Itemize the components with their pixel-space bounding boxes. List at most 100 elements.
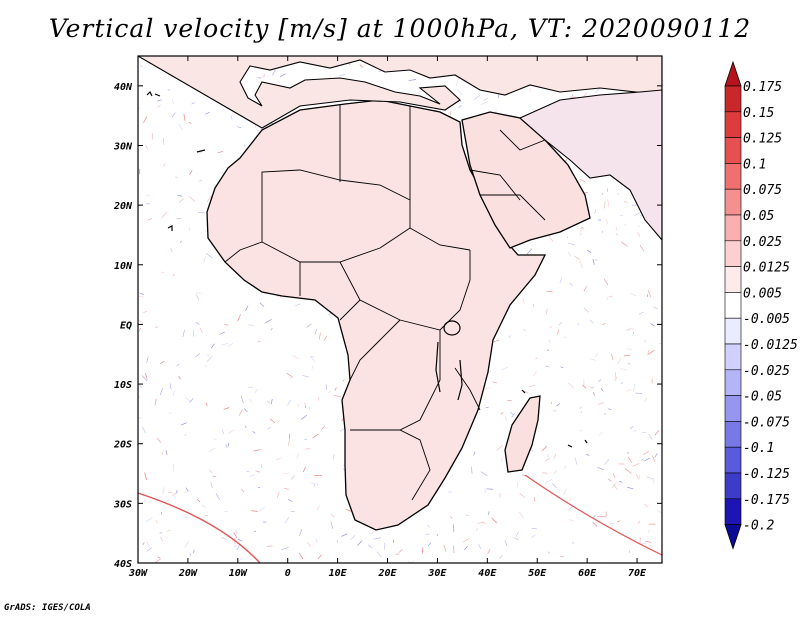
field-streak (172, 492, 177, 497)
colorbar-segment (724, 292, 742, 319)
field-streak (614, 376, 618, 382)
field-streak (545, 308, 548, 315)
field-streak (302, 375, 310, 378)
field-streak (313, 483, 316, 487)
field-streak (645, 540, 652, 543)
field-streak (559, 277, 563, 284)
field-streak (143, 116, 148, 124)
colorbar-segment (724, 111, 742, 138)
field-streak (552, 409, 557, 412)
field-streak (603, 200, 606, 209)
lat-tick-label: 10S (114, 380, 132, 391)
field-streak (493, 339, 500, 343)
field-streak (495, 109, 497, 113)
field-streak (217, 150, 224, 154)
field-streak (233, 532, 238, 539)
field-streak (624, 468, 632, 474)
field-streak (138, 396, 140, 398)
field-streak (178, 198, 184, 203)
field-streak (184, 490, 191, 493)
lon-tick-label: 40E (478, 568, 497, 579)
field-streak (234, 545, 237, 547)
field-streak (165, 498, 169, 504)
lat-tick-label: 20S (113, 440, 132, 451)
colorbar-segment (724, 421, 742, 448)
field-streak (297, 404, 300, 407)
field-streak (237, 538, 243, 542)
madagascar-outline (504, 395, 541, 473)
field-streak (376, 551, 382, 558)
field-streak (436, 533, 439, 537)
field-streak (408, 79, 417, 81)
field-streak (288, 433, 291, 439)
europe-outline (138, 56, 662, 129)
field-streak (327, 390, 331, 394)
field-streak (602, 322, 606, 326)
field-streak (567, 382, 575, 389)
field-streak (583, 307, 589, 313)
field-streak (312, 433, 319, 439)
lon-tick-label: 10W (229, 568, 248, 579)
colorbar-segment (724, 163, 742, 190)
field-streak (653, 306, 658, 310)
colorbar-label: -0.025 (743, 364, 790, 379)
field-streak (240, 395, 244, 404)
field-streak (487, 370, 492, 375)
field-streak (492, 381, 498, 384)
field-streak (591, 386, 595, 389)
field-streak (568, 519, 574, 522)
field-streak (316, 504, 321, 511)
field-streak (647, 290, 652, 298)
colorbar-label: 0.175 (743, 80, 782, 95)
field-streak (522, 298, 525, 304)
field-streak (302, 466, 306, 473)
field-streak (143, 310, 148, 313)
field-streak (290, 475, 296, 481)
field-streak (553, 470, 558, 474)
field-streak (154, 398, 157, 406)
field-streak (574, 457, 578, 465)
field-streak (592, 259, 595, 265)
field-streak (138, 296, 145, 298)
lon-tick-label: 0 (285, 568, 291, 579)
field-streak (289, 376, 292, 380)
field-streak (245, 305, 249, 312)
field-streak (225, 444, 228, 448)
lon-tick-label: 20E (377, 568, 397, 579)
field-streak (204, 514, 208, 517)
field-streak (160, 536, 164, 542)
field-streak (643, 397, 648, 403)
field-streak (483, 387, 491, 391)
field-streak (552, 483, 557, 489)
field-streak (162, 487, 165, 494)
lat-tick-label: 30S (113, 499, 132, 510)
field-streak (287, 399, 292, 406)
field-streak (491, 517, 497, 524)
field-streak (305, 447, 311, 450)
lon-tick-label: 30E (427, 568, 447, 579)
field-streak (427, 542, 432, 547)
field-streak (568, 282, 573, 287)
field-streak (159, 387, 163, 396)
lon-tick-label: 10E (329, 568, 348, 579)
field-streak (500, 412, 504, 415)
field-streak (548, 234, 554, 242)
field-streak (607, 478, 612, 482)
field-streak (583, 285, 588, 292)
field-streak (427, 524, 430, 528)
field-streak (646, 476, 655, 480)
field-streak (219, 331, 225, 335)
colorbar-label: 0.15 (743, 106, 774, 121)
field-streak (189, 196, 196, 202)
field-streak (175, 176, 178, 179)
field-streak (626, 348, 633, 351)
field-streak (642, 451, 650, 455)
field-streak (639, 244, 645, 252)
field-streak (606, 296, 608, 300)
field-streak (627, 456, 633, 464)
field-streak (359, 64, 364, 68)
field-streak (612, 473, 616, 478)
field-streak (515, 531, 520, 537)
field-streak (325, 384, 328, 390)
field-streak (177, 194, 183, 197)
